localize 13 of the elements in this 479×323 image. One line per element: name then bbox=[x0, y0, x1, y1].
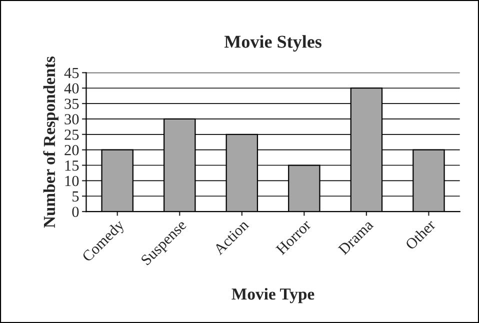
y-tick-label: 15 bbox=[65, 160, 79, 171]
x-axis-title: Movie Type bbox=[232, 288, 314, 304]
y-tick-label: 30 bbox=[64, 114, 79, 124]
y-tick-label: 0 bbox=[72, 206, 79, 218]
y-axis-title: Number of Respondents bbox=[43, 56, 58, 228]
y-tick-label: 40 bbox=[64, 83, 79, 94]
y-tick-label: 25 bbox=[64, 130, 79, 140]
y-tick-label: 5 bbox=[72, 191, 79, 202]
y-tick-label: 10 bbox=[65, 176, 79, 186]
y-tick-label: 45 bbox=[64, 68, 79, 78]
y-tick-label: 35 bbox=[64, 98, 79, 109]
y-tick-label: 20 bbox=[64, 144, 79, 156]
chart-title: Movie Styles bbox=[224, 35, 322, 52]
